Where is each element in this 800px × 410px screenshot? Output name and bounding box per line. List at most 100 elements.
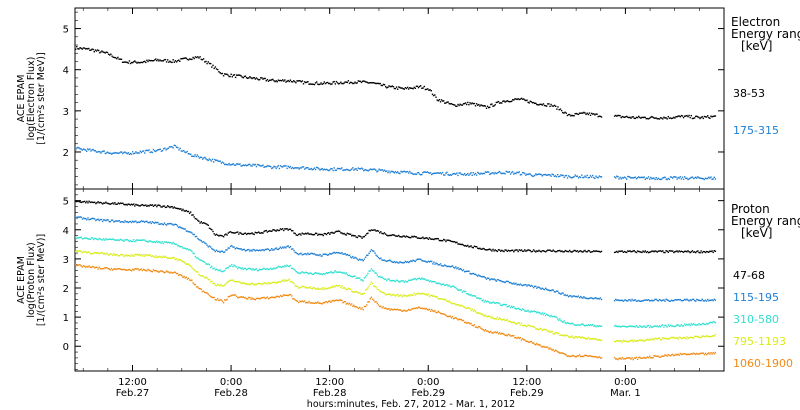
data-point: [424, 308, 426, 310]
data-point: [498, 170, 501, 173]
data-point: [161, 206, 163, 208]
data-point: [627, 325, 629, 328]
data-point: [160, 60, 162, 62]
data-point: [699, 352, 701, 355]
data-point: [480, 297, 482, 300]
data-point: [486, 277, 489, 279]
data-point: [99, 201, 101, 204]
data-point: [213, 233, 215, 235]
data-point: [690, 176, 692, 179]
data-point: [208, 227, 211, 229]
data-point: [534, 310, 536, 313]
data-point: [411, 308, 413, 310]
data-point: [387, 260, 389, 262]
data-point: [654, 250, 656, 252]
data-point: [342, 302, 344, 304]
data-point: [77, 48, 79, 50]
data-point: [356, 306, 359, 309]
data-point: [578, 297, 581, 299]
data-point: [83, 47, 86, 49]
data-point: [200, 221, 202, 223]
data-point: [260, 232, 262, 234]
data-point: [341, 167, 343, 169]
data-point: [243, 164, 246, 167]
data-point: [268, 282, 271, 285]
data-point: [541, 312, 543, 314]
data-point: [275, 167, 277, 170]
data-point: [219, 251, 221, 253]
data-point: [543, 312, 546, 315]
data-point: [373, 270, 375, 272]
data-point: [227, 296, 229, 298]
data-point: [498, 332, 501, 334]
data-point: [570, 176, 572, 179]
data-point: [163, 241, 166, 243]
data-point: [451, 240, 454, 243]
data-point: [351, 168, 353, 170]
data-point: [635, 356, 638, 359]
data-point: [394, 261, 397, 264]
data-point: [330, 271, 332, 273]
data-point: [456, 267, 458, 270]
data-point: [474, 326, 477, 328]
data-point: [563, 353, 565, 355]
data-point: [682, 325, 685, 327]
data-point: [317, 234, 319, 236]
data-point: [664, 324, 666, 327]
data-point: [298, 301, 300, 304]
data-point: [316, 232, 318, 235]
data-point: [245, 268, 248, 271]
data-point: [133, 153, 135, 155]
data-point: [123, 240, 125, 242]
data-point: [659, 326, 662, 328]
data-point: [369, 283, 371, 285]
data-point: [361, 279, 363, 281]
data-point: [686, 298, 688, 300]
data-point: [488, 315, 490, 317]
data-point: [351, 290, 353, 292]
data-point: [620, 340, 622, 342]
data-point: [274, 281, 276, 283]
data-point: [561, 334, 563, 336]
data-point: [310, 167, 312, 170]
data-point: [687, 115, 689, 118]
data-point: [172, 207, 174, 209]
data-point: [255, 165, 258, 168]
data-point: [295, 252, 297, 254]
data-point: [115, 254, 117, 256]
data-point: [406, 236, 409, 238]
data-point: [712, 335, 714, 337]
data-point: [572, 115, 574, 117]
data-point: [130, 270, 133, 272]
data-point: [149, 240, 151, 242]
series-115-195: [75, 216, 717, 302]
data-point: [475, 326, 478, 328]
data-point: [368, 229, 370, 232]
data-point: [613, 176, 616, 178]
data-point: [110, 152, 112, 155]
data-point: [479, 312, 481, 314]
data-point: [569, 322, 571, 325]
data-point: [435, 172, 437, 174]
data-point: [401, 280, 403, 282]
data-point: [305, 253, 307, 255]
data-point: [478, 312, 480, 314]
data-point: [201, 260, 204, 262]
data-point: [330, 253, 332, 255]
data-point: [477, 275, 479, 277]
data-point: [324, 82, 327, 85]
data-point: [336, 82, 339, 84]
data-point: [426, 261, 428, 263]
data-point: [221, 72, 224, 75]
data-point: [376, 302, 378, 305]
data-point: [275, 282, 277, 284]
data-point: [276, 267, 278, 269]
data-point: [595, 297, 597, 299]
data-point: [393, 172, 396, 174]
data-point: [361, 293, 363, 295]
data-point: [195, 257, 198, 259]
data-point: [393, 308, 396, 310]
data-point: [191, 232, 193, 234]
data-point: [596, 298, 598, 300]
data-point: [437, 172, 439, 174]
